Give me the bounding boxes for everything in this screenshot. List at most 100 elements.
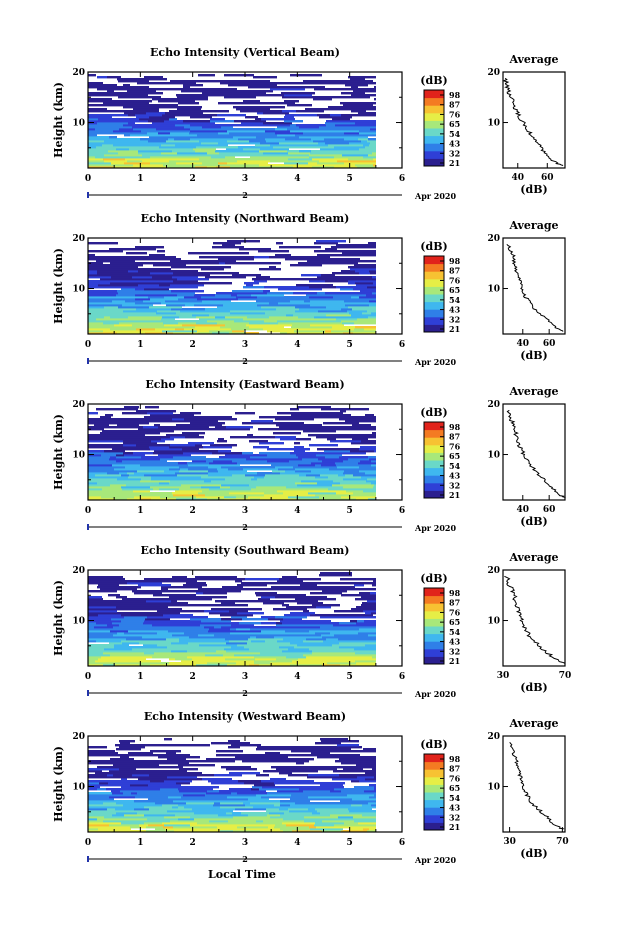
heatmap-cell (159, 126, 184, 129)
heatmap-cell (240, 634, 266, 637)
heatmap-cell (120, 260, 135, 263)
heatmap-cell (314, 824, 334, 827)
heatmap-cell (264, 494, 277, 497)
heatmap-cell (335, 258, 360, 261)
heatmap-cell (290, 654, 303, 657)
heatmap-cell (138, 634, 155, 637)
heatmap-cell (292, 324, 310, 327)
heatmap-cell (320, 616, 350, 619)
colorbar-frame (423, 255, 445, 333)
heatmap-cell (231, 294, 237, 297)
heatmap-cell (280, 800, 310, 803)
heatmap-cell (256, 490, 277, 493)
heatmap-cell (182, 760, 200, 763)
heatmap-cell (141, 130, 162, 133)
heatmap-cell (199, 644, 206, 647)
heatmap-cell (334, 610, 363, 613)
heatmap-cell (372, 278, 376, 281)
heatmap-cell (259, 268, 281, 271)
heatmap-cell (294, 418, 314, 421)
heatmap-cell (345, 84, 368, 87)
heatmap-cell (332, 778, 365, 781)
heatmap-cell (294, 792, 320, 795)
heatmap-cell (224, 800, 232, 803)
heatmap-cell (368, 242, 376, 245)
heatmap-cell (257, 478, 278, 481)
heatmap-cell (169, 110, 197, 113)
colorbar-swatch (424, 784, 444, 793)
heatmap-cell (201, 486, 220, 489)
heatmap-cell (265, 474, 299, 477)
heatmap-cell (225, 658, 255, 661)
heatmap-cell (263, 820, 288, 823)
heatmap-cell (230, 154, 253, 157)
heatmap-cell (144, 268, 171, 271)
heatmap-cell (188, 586, 202, 589)
heatmap-cell (215, 600, 246, 603)
x-tick-label: 5 (347, 838, 353, 848)
heatmap-cell (166, 414, 194, 417)
heatmap-cell (125, 660, 135, 663)
colorbar-swatch (424, 128, 444, 137)
heatmap-cell (188, 282, 198, 285)
beam-panel-0: Echo Intensity (Vertical Beam)Height (km… (52, 46, 566, 201)
heatmap-cell (367, 286, 376, 289)
heatmap-cell (370, 114, 376, 117)
heatmap-cell (265, 640, 277, 643)
heatmap-cell (341, 480, 347, 483)
heatmap-cell (210, 632, 230, 635)
heatmap-cell (119, 496, 134, 499)
date-label: Apr 2020 (414, 689, 457, 699)
heatmap-cell (308, 796, 341, 799)
heatmap-cell (140, 464, 170, 467)
heatmap-cell (244, 782, 274, 785)
heatmap-cell (133, 816, 152, 819)
heatmap-cell (88, 330, 103, 333)
heatmap-cell (261, 796, 288, 799)
heatmap-cell (138, 458, 160, 461)
heatmap-cell (363, 490, 376, 493)
heatmap-cell (178, 322, 196, 325)
heatmap-cell (280, 472, 310, 475)
date-label: Apr 2020 (414, 357, 457, 367)
heatmap-cell (196, 322, 217, 325)
heatmap-cell (344, 300, 350, 303)
heatmap-cell (312, 768, 321, 771)
heatmap-cell (160, 820, 170, 823)
colorbar-unit: (dB) (420, 406, 447, 419)
heatmap-cell (222, 244, 235, 247)
heatmap-cell (106, 788, 139, 791)
heatmap-cell (88, 98, 112, 101)
heatmap-cell (168, 630, 187, 633)
heatmap-cell (112, 792, 123, 795)
heatmap-cell (122, 488, 153, 491)
heatmap-cell (88, 804, 123, 807)
heatmap-cell (206, 660, 228, 663)
heatmap-cell (210, 648, 224, 651)
heatmap-cell (110, 604, 120, 607)
heatmap-cell (310, 614, 339, 617)
heatmap-cell (229, 492, 264, 495)
heatmap-cell (267, 748, 299, 751)
heatmap-cell (324, 444, 338, 447)
heatmap-cell (254, 94, 284, 97)
heatmap-cell (320, 572, 352, 575)
heatmap-cell (278, 302, 304, 305)
heatmap-cell (345, 624, 362, 627)
heatmap-cell (138, 284, 159, 287)
heatmap-cell (229, 772, 260, 775)
colorbar-swatch (424, 467, 444, 476)
heatmap-cell (187, 316, 196, 319)
heatmap-cell (201, 662, 207, 665)
heatmap-cell (145, 802, 155, 805)
heatmap-cell (110, 322, 119, 325)
heatmap-cell (127, 90, 156, 93)
heatmap-cell (331, 82, 357, 85)
heatmap-cell (126, 484, 148, 487)
heatmap-cell (88, 768, 119, 771)
heatmap-cell (156, 818, 178, 821)
heatmap-cell (319, 574, 352, 577)
heatmap-cell (226, 164, 259, 167)
heatmap-cell (273, 422, 304, 425)
colorbar-tick-label: 32 (449, 148, 460, 158)
